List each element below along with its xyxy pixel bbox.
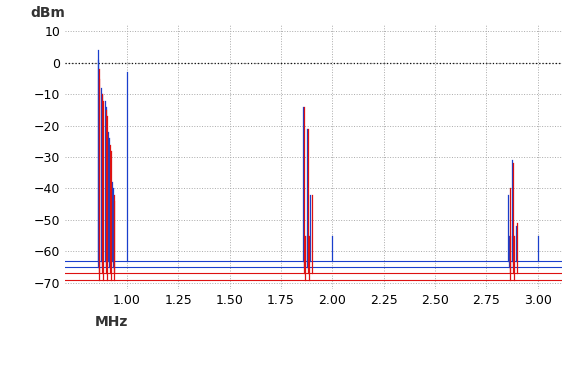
Text: dBm: dBm (31, 6, 65, 20)
Text: MHz: MHz (95, 315, 128, 329)
